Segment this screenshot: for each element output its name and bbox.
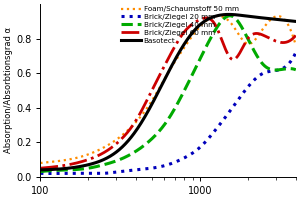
Brick/Ziegel 20 mm [190, 153, 193, 155]
Line: Brick/Ziegel 20 mm: Brick/Ziegel 20 mm [40, 53, 296, 173]
Brick/Ziegel 40 mm [231, 15, 235, 18]
Brick/Ziegel 20 mm [294, 51, 298, 54]
Foam/Schaumstoff 50 mm [104, 145, 108, 147]
Foam/Schaumstoff 50 mm [189, 37, 193, 39]
Brick/Ziegel 20 mm [231, 106, 235, 108]
Brick/Ziegel 40 mm [189, 76, 193, 79]
Brick/Ziegel 40 mm [294, 69, 298, 71]
Brick/Ziegel 20 mm [84, 172, 87, 175]
Line: Basotect: Basotect [40, 14, 296, 170]
Line: Brick/Ziegel 40 mm: Brick/Ziegel 40 mm [40, 16, 296, 172]
Brick/Ziegel 20 mm [96, 172, 100, 175]
Y-axis label: Absorption/Absorbtionsgrad α: Absorption/Absorbtionsgrad α [4, 27, 13, 153]
Brick/Ziegel 40 mm [104, 163, 108, 165]
Basotect [294, 20, 298, 23]
Brick/Ziegel 60 mm [231, 58, 235, 61]
Basotect [189, 33, 193, 36]
Line: Foam/Schaumstoff 50 mm: Foam/Schaumstoff 50 mm [40, 16, 296, 163]
Brick/Ziegel 20 mm [154, 166, 158, 169]
Basotect [38, 169, 42, 171]
Basotect [227, 13, 231, 16]
Brick/Ziegel 20 mm [210, 134, 213, 136]
Legend: Foam/Schaumstoff 50 mm, Brick/Ziegel 20 mm, Brick/Ziegel 40 mm, Brick/Ziegel 60 : Foam/Schaumstoff 50 mm, Brick/Ziegel 20 … [121, 6, 239, 44]
Brick/Ziegel 60 mm [189, 24, 193, 26]
Brick/Ziegel 40 mm [154, 134, 158, 136]
Basotect [84, 164, 87, 167]
Brick/Ziegel 60 mm [205, 17, 208, 19]
Basotect [231, 13, 235, 16]
Foam/Schaumstoff 50 mm [154, 93, 158, 95]
Foam/Schaumstoff 50 mm [84, 154, 87, 157]
Brick/Ziegel 60 mm [294, 34, 298, 36]
Brick/Ziegel 60 mm [210, 19, 213, 21]
Foam/Schaumstoff 50 mm [231, 25, 235, 27]
Line: Brick/Ziegel 60 mm: Brick/Ziegel 60 mm [40, 18, 296, 168]
Foam/Schaumstoff 50 mm [209, 17, 213, 19]
Foam/Schaumstoff 50 mm [38, 162, 42, 164]
Brick/Ziegel 60 mm [104, 150, 108, 153]
Brick/Ziegel 40 mm [84, 167, 87, 170]
Brick/Ziegel 60 mm [154, 81, 158, 84]
Brick/Ziegel 40 mm [209, 36, 213, 39]
Brick/Ziegel 20 mm [105, 172, 108, 174]
Basotect [104, 157, 108, 160]
Foam/Schaumstoff 50 mm [294, 44, 298, 47]
Basotect [154, 95, 158, 98]
Brick/Ziegel 40 mm [228, 15, 232, 17]
Brick/Ziegel 40 mm [38, 170, 42, 173]
Brick/Ziegel 20 mm [38, 172, 42, 175]
Brick/Ziegel 60 mm [84, 159, 87, 162]
Basotect [209, 17, 213, 19]
Brick/Ziegel 60 mm [38, 167, 42, 169]
Foam/Schaumstoff 50 mm [216, 15, 220, 17]
